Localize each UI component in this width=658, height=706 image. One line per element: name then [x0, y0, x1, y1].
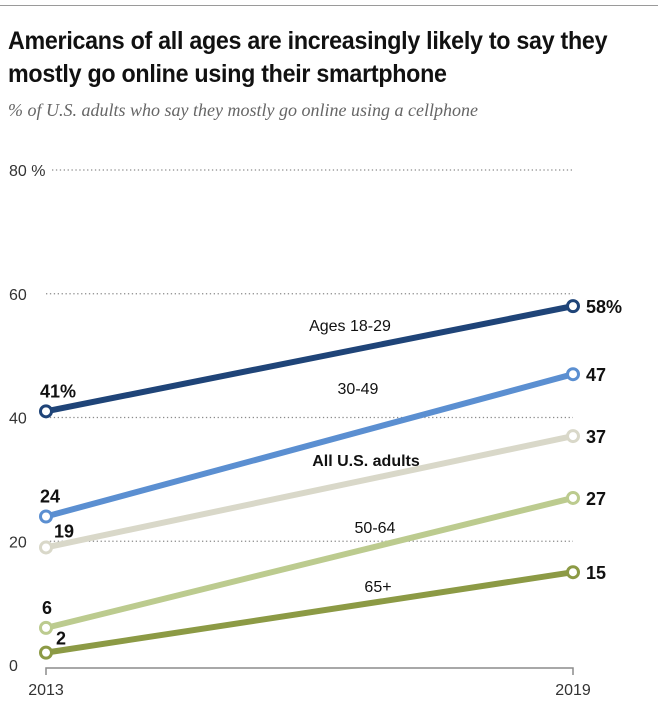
data-point-30-49-2013: [39, 509, 53, 524]
data-point-all-u-s-adults-2013: [39, 540, 53, 555]
y-tick-label-0: 0: [9, 658, 18, 675]
x-tick-label-2019: 2019: [555, 682, 591, 699]
data-label-65-2013: 2: [56, 629, 66, 649]
top-rule: [0, 5, 658, 6]
series-line-ages-18-29: [43, 303, 576, 415]
data-label-all-u-s-adults-2019: 37: [586, 427, 606, 447]
data-point-65-2019: [566, 565, 580, 580]
data-label-65-2019: 15: [586, 563, 606, 583]
series-line-30-49: [43, 371, 576, 520]
x-axis-line: [45, 667, 574, 675]
data-point-30-49-2019: [566, 367, 580, 382]
x-tick-label-2013: 2013: [28, 682, 64, 699]
data-point-50-64-2013: [39, 620, 53, 635]
chart-subtitle: % of U.S. adults who say they mostly go …: [8, 100, 478, 120]
data-label-ages-18-29-2019: 58%: [586, 297, 622, 317]
series-label-65: 65+: [364, 579, 391, 596]
data-label-ages-18-29-2013: 41%: [40, 381, 76, 401]
chart-title: Americans of all ages are increasingly l…: [8, 27, 608, 88]
series-label-50-64: 50-64: [355, 520, 396, 537]
series-label-30-49: 30-49: [338, 381, 379, 398]
data-point-all-u-s-adults-2019: [566, 429, 580, 444]
y-tick-label-60: 60: [9, 287, 27, 304]
data-label-50-64-2019: 27: [586, 489, 606, 509]
data-label-30-49-2013: 24: [40, 487, 60, 507]
y-tick-label-40: 40: [9, 411, 27, 428]
series-label-all-u-s-adults: All U.S. adults: [312, 453, 420, 470]
y-tick-label-20: 20: [9, 534, 27, 551]
data-label-50-64-2013: 6: [42, 598, 52, 618]
series-line-50-64: [43, 494, 576, 631]
data-point-ages-18-29-2013: [39, 404, 53, 419]
data-point-50-64-2019: [566, 490, 580, 505]
series-line-all-u-s-adults: [43, 433, 576, 551]
data-label-30-49-2019: 47: [586, 365, 606, 385]
data-point-ages-18-29-2019: [566, 299, 580, 314]
data-label-all-u-s-adults-2013: 19: [54, 521, 74, 541]
series-line-65: [43, 569, 576, 656]
series-label-ages-18-29: Ages 18-29: [309, 318, 391, 335]
data-point-65-2013: [39, 645, 53, 660]
y-tick-label-80: 80 %: [9, 163, 45, 180]
